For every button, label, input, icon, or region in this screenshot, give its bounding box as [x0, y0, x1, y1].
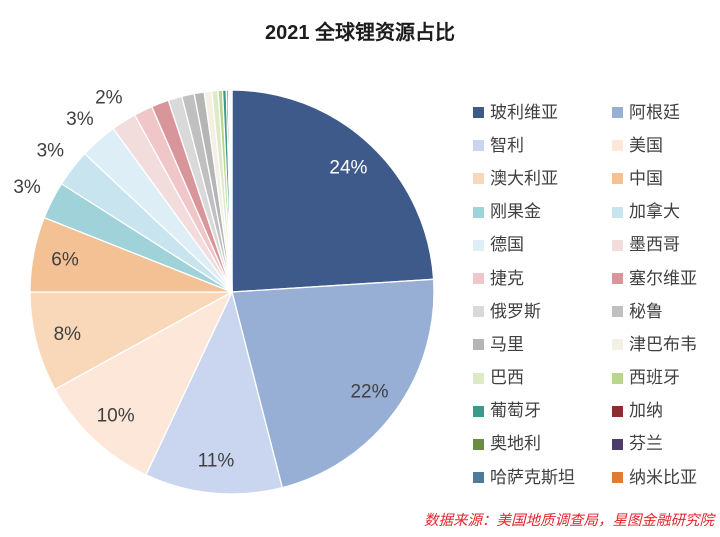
legend-swatch [473, 438, 484, 450]
legend-item: 捷克 [472, 262, 611, 295]
legend-label: 津巴布韦 [629, 334, 697, 354]
data-label: 3% [13, 177, 41, 198]
legend-swatch [612, 140, 623, 152]
legend-swatch [473, 173, 484, 185]
legend: 玻利维亚 阿根廷智利 美国澳大利亚 中国刚果金 加拿大德国 墨西哥捷克 塞尔维亚俄罗斯 秘鲁马… [472, 96, 712, 494]
legend-label: 澳大利亚 [490, 168, 558, 188]
legend-item: 西班牙 [611, 362, 712, 395]
legend-label: 哈萨克斯坦 [490, 467, 575, 487]
legend-swatch [612, 372, 623, 384]
legend-label: 巴西 [490, 368, 524, 388]
legend-item: 俄罗斯 [472, 295, 611, 328]
legend-swatch [473, 405, 484, 417]
legend-item: 葡萄牙 [472, 395, 611, 428]
legend-item: 哈萨克斯坦 [472, 461, 611, 494]
legend-item: 墨西哥 [611, 229, 712, 262]
data-label: 8% [54, 324, 82, 345]
legend-label: 加纳 [629, 401, 663, 421]
legend-label: 西班牙 [629, 368, 680, 388]
legend-item: 加纳 [611, 395, 712, 428]
legend-label: 墨西哥 [629, 235, 680, 255]
legend-swatch [612, 206, 623, 218]
legend-label: 德国 [490, 235, 524, 255]
legend-swatch [612, 273, 623, 285]
legend-item: 纳米比亚 [611, 461, 712, 494]
pie-slice [54, 291, 233, 476]
legend-item: 秘鲁 [611, 295, 712, 328]
legend-item: 马里 [472, 328, 611, 361]
data-label: 24% [329, 158, 367, 179]
legend-swatch [612, 438, 623, 450]
legend-label: 俄罗斯 [490, 301, 541, 321]
legend-swatch [612, 339, 623, 351]
legend-swatch [473, 206, 484, 218]
legend-item: 美国 [611, 129, 712, 162]
legend-item: 中国 [611, 162, 712, 195]
legend-item: 加拿大 [611, 196, 712, 229]
legend-swatch [612, 107, 623, 119]
legend-item: 澳大利亚 [472, 162, 611, 195]
legend-swatch [473, 472, 484, 484]
legend-label: 塞尔维亚 [629, 268, 697, 288]
legend-label: 刚果金 [490, 202, 541, 222]
legend-swatch [473, 140, 484, 152]
pie-chart: 24%22%11%10%8%6%3%3%3%2% [13, 87, 435, 495]
legend-label: 秘鲁 [629, 301, 663, 321]
legend-swatch [473, 372, 484, 384]
legend-item: 津巴布韦 [611, 328, 712, 361]
pie-slice [29, 291, 233, 390]
data-label: 22% [350, 381, 388, 402]
legend-item: 玻利维亚 [472, 96, 611, 129]
data-label: 11% [198, 451, 235, 472]
legend-swatch [473, 339, 484, 351]
pie-slice [145, 291, 283, 495]
data-label: 10% [97, 405, 135, 426]
legend-item: 奥地利 [472, 428, 611, 461]
legend-swatch [612, 173, 623, 185]
legend-swatch [612, 405, 623, 417]
legend-label: 智利 [490, 135, 524, 155]
legend-item: 德国 [472, 229, 611, 262]
legend-label: 奥地利 [490, 434, 541, 454]
data-label: 3% [66, 109, 94, 130]
legend-item: 芬兰 [611, 428, 712, 461]
legend-label: 捷克 [490, 268, 524, 288]
data-label: 6% [51, 250, 79, 271]
legend-swatch [612, 239, 623, 251]
legend-swatch [473, 239, 484, 251]
pie-slice [230, 89, 233, 293]
legend-label: 马里 [490, 334, 524, 354]
legend-item: 塞尔维亚 [611, 262, 712, 295]
chart-title: 2021 全球锂资源占比 [264, 22, 456, 44]
legend-swatch [612, 472, 623, 484]
legend-label: 芬兰 [629, 434, 663, 454]
legend-label: 玻利维亚 [490, 102, 558, 122]
legend-item: 巴西 [472, 362, 611, 395]
source-note: 数据来源：美国地质调查局，星图金融研究院 [424, 513, 714, 529]
data-labels: 24%22%11%10%8%6%3%3%3%2% [13, 87, 388, 471]
data-label: 2% [95, 87, 123, 108]
pie-slice [231, 278, 435, 489]
legend-swatch [473, 306, 484, 318]
pie-slices [29, 89, 435, 495]
legend-swatch [612, 306, 623, 318]
legend-label: 美国 [629, 135, 663, 155]
data-label: 3% [37, 141, 65, 162]
legend-label: 加拿大 [629, 202, 680, 222]
pie-slice [231, 89, 435, 293]
legend-item: 智利 [472, 129, 611, 162]
legend-swatch [473, 273, 484, 285]
legend-label: 葡萄牙 [490, 401, 541, 421]
legend-item: 阿根廷 [611, 96, 712, 129]
legend-item: 刚果金 [472, 196, 611, 229]
legend-swatch [473, 107, 484, 119]
legend-label: 纳米比亚 [629, 467, 697, 487]
legend-label: 阿根廷 [629, 102, 680, 122]
legend-label: 中国 [629, 168, 663, 188]
